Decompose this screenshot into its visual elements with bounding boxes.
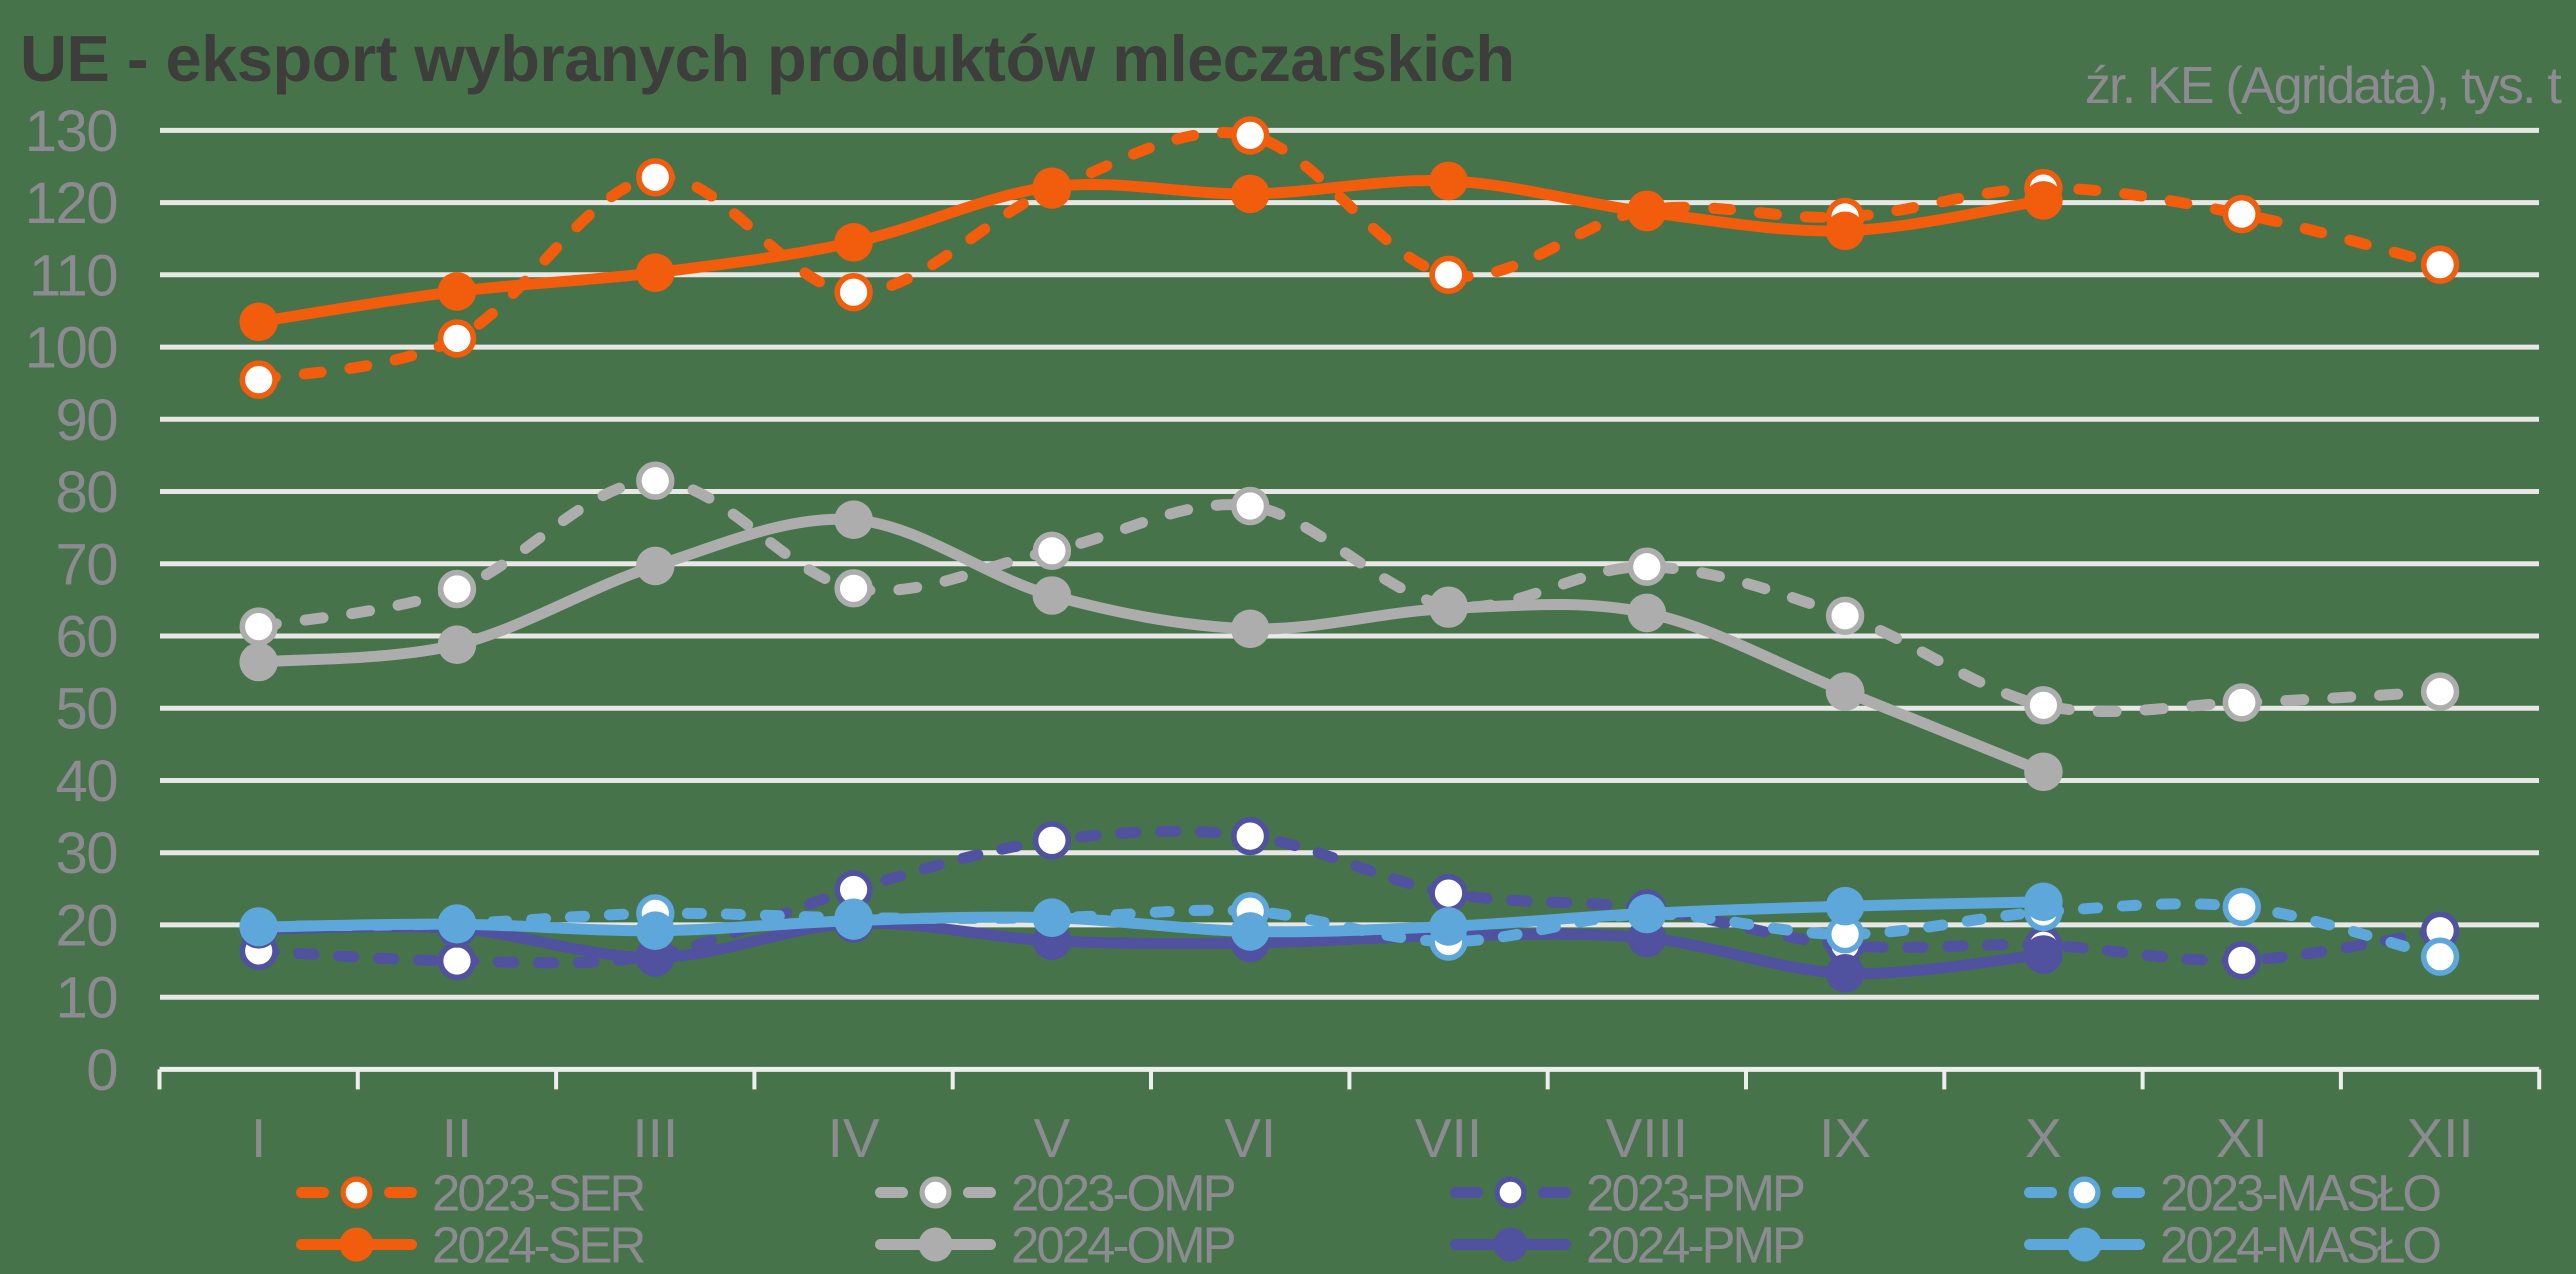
- svg-text:II: II: [442, 1107, 473, 1169]
- svg-text:90: 90: [55, 388, 117, 453]
- svg-text:2023-MASŁO: 2023-MASŁO: [2160, 1165, 2440, 1222]
- svg-text:2024-OMP: 2024-OMP: [1011, 1217, 1235, 1274]
- svg-text:2024-SER: 2024-SER: [432, 1217, 644, 1274]
- svg-text:40: 40: [55, 749, 117, 814]
- svg-text:VII: VII: [1415, 1107, 1482, 1169]
- svg-text:XII: XII: [2406, 1107, 2473, 1169]
- svg-text:VIII: VIII: [1606, 1107, 1689, 1169]
- svg-text:2024-MASŁO: 2024-MASŁO: [2160, 1217, 2440, 1274]
- svg-text:110: 110: [29, 243, 117, 308]
- svg-text:80: 80: [55, 460, 117, 525]
- svg-text:2023-SER: 2023-SER: [432, 1165, 644, 1222]
- svg-text:źr. KE (Agridata), tys. t: źr. KE (Agridata), tys. t: [2085, 57, 2563, 115]
- svg-text:0: 0: [86, 1038, 117, 1103]
- svg-text:2023-OMP: 2023-OMP: [1011, 1165, 1235, 1222]
- svg-text:60: 60: [55, 605, 117, 670]
- svg-text:X: X: [2025, 1107, 2062, 1169]
- svg-text:120: 120: [25, 171, 117, 236]
- svg-text:I: I: [251, 1107, 266, 1169]
- svg-text:70: 70: [55, 532, 117, 597]
- svg-text:20: 20: [55, 893, 117, 958]
- svg-text:III: III: [632, 1107, 678, 1169]
- svg-text:V: V: [1034, 1107, 1071, 1169]
- svg-text:XI: XI: [2216, 1107, 2268, 1169]
- svg-text:UE - eksport wybranych produkt: UE - eksport wybranych produktów mleczar…: [20, 22, 1515, 95]
- svg-text:2024-PMP: 2024-PMP: [1586, 1217, 1804, 1274]
- svg-text:30: 30: [55, 821, 117, 886]
- svg-text:2023-PMP: 2023-PMP: [1586, 1165, 1804, 1222]
- svg-text:10: 10: [55, 966, 117, 1031]
- svg-text:IV: IV: [828, 1107, 880, 1169]
- svg-text:100: 100: [25, 316, 117, 381]
- svg-text:VI: VI: [1224, 1107, 1276, 1169]
- svg-text:50: 50: [55, 677, 117, 742]
- svg-text:130: 130: [25, 99, 117, 164]
- svg-text:IX: IX: [1819, 1107, 1871, 1169]
